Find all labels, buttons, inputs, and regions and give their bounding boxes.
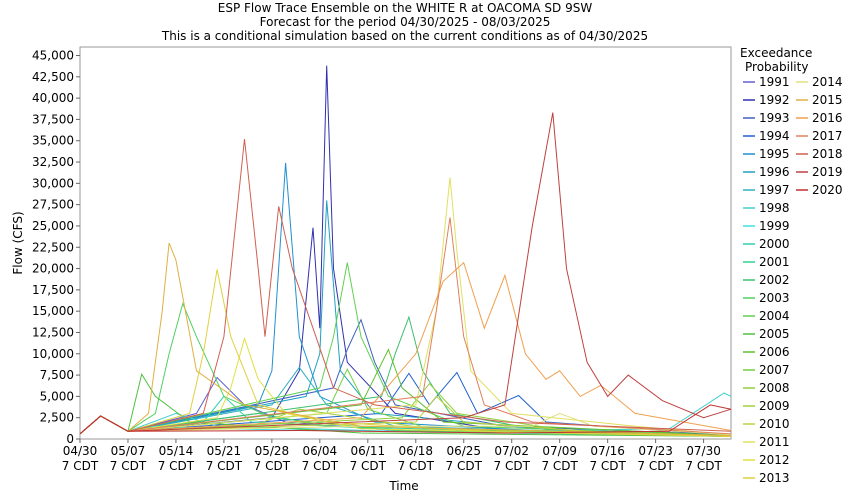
plot-frame — [79, 46, 732, 440]
x-tick-label: 07/02 7 CDT — [494, 444, 531, 473]
series-line — [79, 162, 732, 437]
x-tick-label: 06/11 7 CDT — [350, 444, 387, 473]
series-line — [79, 262, 732, 437]
legend-label: 1996 — [759, 165, 790, 179]
y-tick-label: 20,000 — [32, 262, 74, 276]
y-tick-label: 35,000 — [32, 134, 74, 148]
series-line — [79, 404, 732, 435]
y-tick-label: 25,000 — [32, 219, 74, 233]
x-tick-label: 04/30 7 CDT — [62, 444, 99, 473]
chart-subtitle: Forecast for the period 04/30/2025 - 08/… — [260, 15, 551, 29]
legend-label: 2006 — [759, 345, 790, 359]
legend-label: 1999 — [759, 219, 790, 233]
y-tick-label: 5,000 — [40, 389, 74, 403]
x-tick-label: 07/23 7 CDT — [637, 444, 674, 473]
legend-label: 2014 — [812, 75, 843, 89]
y-tick-label: 42,500 — [32, 70, 74, 84]
legend-label: 2010 — [759, 417, 790, 431]
chart-title: ESP Flow Trace Ensemble on the WHITE R a… — [218, 1, 593, 15]
legend-label: 2016 — [812, 111, 843, 125]
series-line — [79, 65, 732, 437]
legend-label: 1997 — [759, 183, 790, 197]
legend-label: 2005 — [759, 327, 790, 341]
x-tick-label: 05/28 7 CDT — [254, 444, 291, 473]
series-line — [79, 138, 732, 435]
legend-label: 1993 — [759, 111, 790, 125]
y-tick-label: 40,000 — [32, 91, 74, 105]
legend-label: 2012 — [759, 453, 790, 467]
legend-label: 1998 — [759, 201, 790, 215]
legend-label: 2011 — [759, 435, 790, 449]
y-tick-label: 27,500 — [32, 198, 74, 212]
legend-label: 2000 — [759, 237, 790, 251]
x-tick-label: 06/04 7 CDT — [302, 444, 339, 473]
y-tick-label: 15,000 — [32, 304, 74, 318]
chart-note: This is a conditional simulation based o… — [161, 29, 648, 43]
x-tick-label: 07/30 7 CDT — [685, 444, 722, 473]
y-tick-label: 2,500 — [40, 411, 74, 425]
legend-label: 1995 — [759, 147, 790, 161]
legend-label: 1992 — [759, 93, 790, 107]
y-axis-label: Flow (CFS) — [11, 211, 25, 274]
series-line — [79, 112, 732, 435]
y-tick-label: 17,500 — [32, 283, 74, 297]
y-tick-label: 22,500 — [32, 240, 74, 254]
x-tick-label: 05/07 7 CDT — [110, 444, 147, 473]
x-tick-label: 06/18 7 CDT — [398, 444, 435, 473]
legend-label: 2015 — [812, 93, 843, 107]
y-tick-label: 0 — [66, 432, 74, 446]
y-tick-label: 37,500 — [32, 112, 74, 126]
y-tick-label: 32,500 — [32, 155, 74, 169]
y-tick-label: 12,500 — [32, 325, 74, 339]
x-axis-label: Time — [388, 479, 418, 493]
series-line — [79, 200, 732, 437]
x-tick-label: 05/14 7 CDT — [158, 444, 195, 473]
y-tick-label: 10,000 — [32, 347, 74, 361]
x-tick-label: 06/25 7 CDT — [446, 444, 483, 473]
series-line — [79, 318, 732, 436]
legend-label: 2013 — [759, 471, 790, 485]
legend-label: 2003 — [759, 291, 790, 305]
legend-label: 2020 — [812, 183, 843, 197]
legend-label: 2008 — [759, 381, 790, 395]
legend-label: 2004 — [759, 309, 790, 323]
x-tick-label: 07/09 7 CDT — [541, 444, 578, 473]
legend-label: 2002 — [759, 273, 790, 287]
x-tick-label: 05/21 7 CDT — [206, 444, 243, 473]
x-tick-label: 07/16 7 CDT — [589, 444, 626, 473]
legend-label: 1994 — [759, 129, 790, 143]
y-tick-label: 45,000 — [32, 49, 74, 63]
y-tick-label: 30,000 — [32, 176, 74, 190]
series-line — [79, 261, 732, 435]
legend-label: 2017 — [812, 129, 843, 143]
legend-label: 2007 — [759, 363, 790, 377]
series-line — [79, 177, 732, 436]
legend-label: 2018 — [812, 147, 843, 161]
legend-label: 2019 — [812, 165, 843, 179]
legend-label: 2009 — [759, 399, 790, 413]
y-tick-label: 7,500 — [40, 368, 74, 382]
legend-label: 2001 — [759, 255, 790, 269]
legend-label: 1991 — [759, 75, 790, 89]
legend-title: Exceedance Probability — [740, 46, 812, 74]
